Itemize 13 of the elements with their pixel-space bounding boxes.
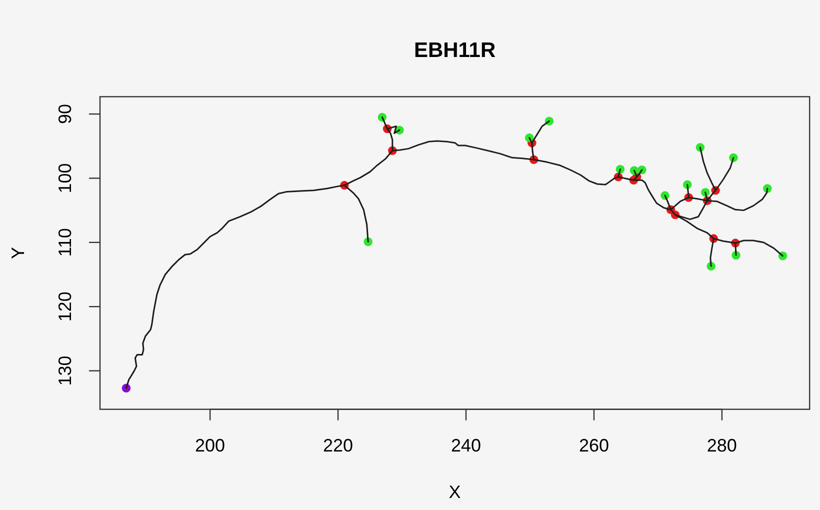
y-tick-label: 100 xyxy=(55,163,75,194)
y-tick-label: 90 xyxy=(55,104,75,124)
x-tick-label: 260 xyxy=(578,436,609,456)
x-tick-label: 200 xyxy=(195,436,226,456)
x-tick-label: 280 xyxy=(706,436,737,456)
y-axis-title: Y xyxy=(8,246,28,260)
y-tick-label: 110 xyxy=(55,228,75,257)
x-tick-label: 240 xyxy=(450,436,482,456)
chart-title: EBH11R xyxy=(414,39,496,62)
x-axis-title: X xyxy=(448,482,461,502)
y-tick-label: 120 xyxy=(55,292,75,322)
y-tick-label: 130 xyxy=(55,356,75,386)
x-tick-label: 220 xyxy=(323,436,354,456)
